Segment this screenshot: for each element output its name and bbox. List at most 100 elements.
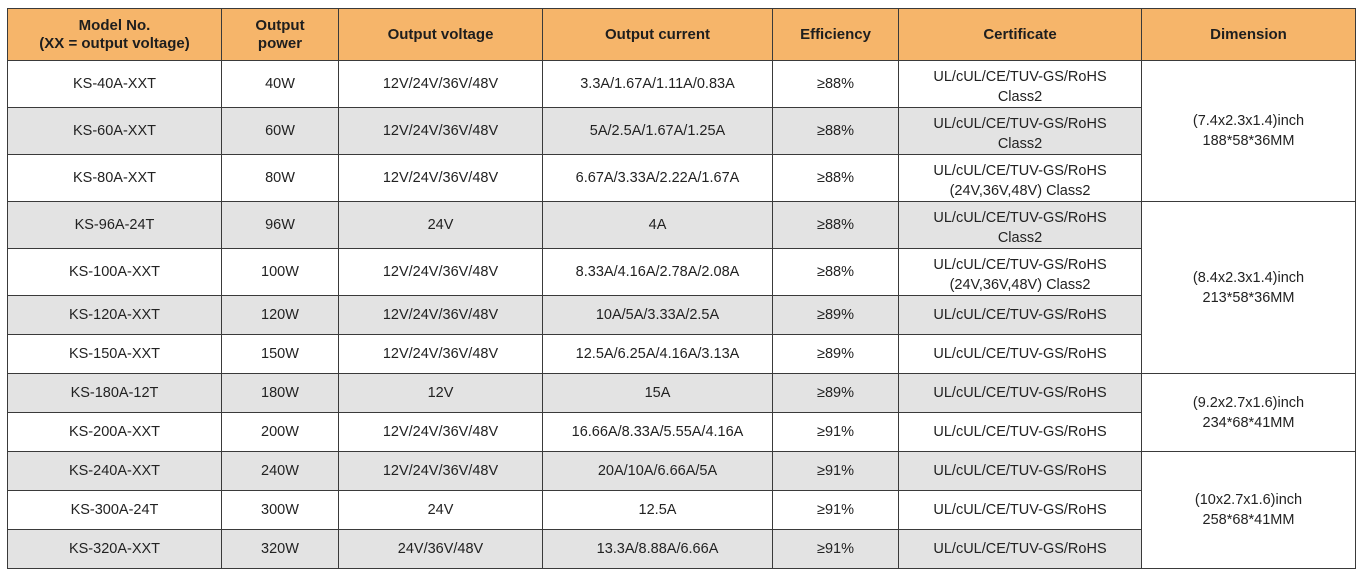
certificate-line2: (24V,36V,48V) Class2 [949,277,1091,293]
table-row: KS-100A-XXT 100W 12V/24V/36V/48V 8.33A/4.16… [7,248,1356,296]
cell-current: 20A/10A/6.66A/5A [542,451,773,491]
header-power-line2: power [257,34,303,52]
header-power: Output power [221,8,339,61]
cell-model: KS-240A-XXT [7,451,222,491]
dimension-mm: 213*58*36MM [1202,289,1295,306]
cell-model: KS-40A-XXT [7,60,222,108]
cell-certificate: UL/cUL/CE/TUV-GS/RoHS [898,529,1142,569]
cell-certificate: UL/cUL/CE/TUV-GS/RoHS Class2 [898,201,1142,249]
header-dimension: Dimension [1141,8,1356,61]
cell-current: 13.3A/8.88A/6.66A [542,529,773,569]
cell-model: KS-96A-24T [7,201,222,249]
certificate-line1: UL/cUL/CE/TUV-GS/RoHS [933,163,1107,179]
dimension-mm: 258*68*41MM [1202,512,1295,528]
cell-certificate: UL/cUL/CE/TUV-GS/RoHS [898,334,1142,374]
certificate-text: UL/cUL/CE/TUV-GS/RoHS (24V,36V,48V) Class… [899,255,1141,295]
header-power-line1: Output [255,16,305,34]
cell-efficiency: ≥88% [772,60,899,108]
cell-power: 300W [221,490,339,530]
cell-model: KS-80A-XXT [7,154,222,202]
table-row: KS-96A-24T 96W 24V 4A ≥88% UL/cUL/CE/TUV-GS/R… [7,201,1356,374]
cell-efficiency: ≥89% [772,334,899,374]
cell-power: 80W [221,154,339,202]
cell-current: 6.67A/3.33A/2.22A/1.67A [542,154,773,202]
cell-current: 10A/5A/3.33A/2.5A [542,295,773,335]
certificate-line1: UL/cUL/CE/TUV-GS/RoHS [933,423,1107,440]
cell-voltage: 12V [338,373,543,413]
cell-certificate: UL/cUL/CE/TUV-GS/RoHS (24V,36V,48V) Class… [898,154,1142,202]
certificate-line1: UL/cUL/CE/TUV-GS/RoHS [933,210,1107,226]
certificate-text: UL/cUL/CE/TUV-GS/RoHS Class2 [899,114,1141,154]
certificate-line1: UL/cUL/CE/TUV-GS/RoHS [933,69,1107,85]
cell-model: KS-100A-XXT [7,248,222,296]
cell-power: 320W [221,529,339,569]
cell-certificate: UL/cUL/CE/TUV-GS/RoHS [898,412,1142,452]
cell-efficiency: ≥91% [772,451,899,491]
cell-voltage: 12V/24V/36V/48V [338,334,543,374]
cell-power: 60W [221,107,339,155]
cell-model: KS-200A-XXT [7,412,222,452]
cell-model: KS-320A-XXT [7,529,222,569]
cell-model: KS-60A-XXT [7,107,222,155]
table-row: KS-40A-XXT 40W 12V/24V/36V/48V 3.3A/1.67A/1… [7,60,1356,202]
cell-power: 100W [221,248,339,296]
cell-current: 5A/2.5A/1.67A/1.25A [542,107,773,155]
cell-power: 240W [221,451,339,491]
cell-certificate: UL/cUL/CE/TUV-GS/RoHS Class2 [898,60,1142,108]
certificate-line1: UL/cUL/CE/TUV-GS/RoHS [933,462,1107,479]
cell-certificate: UL/cUL/CE/TUV-GS/RoHS [898,373,1142,413]
table-row: KS-150A-XXT 150W 12V/24V/36V/48V 12.5A/6.25… [7,334,1356,374]
cell-efficiency: ≥89% [772,295,899,335]
cell-current: 15A [542,373,773,413]
dimension-inch: (8.4x2.3x1.4)inch [1192,269,1305,286]
certificate-text: UL/cUL/CE/TUV-GS/RoHS (24V,36V,48V) Class… [899,161,1141,201]
cell-efficiency: ≥88% [772,248,899,296]
cell-power: 40W [221,60,339,108]
cell-power: 150W [221,334,339,374]
cell-voltage: 12V/24V/36V/48V [338,248,543,296]
certificate-line2: Class2 [997,136,1043,152]
cell-voltage: 12V/24V/36V/48V [338,107,543,155]
header-voltage: Output voltage [338,8,543,61]
header-row: Model No. (XX = output voltage) Output pow… [7,8,1356,61]
cell-certificate: UL/cUL/CE/TUV-GS/RoHS [898,295,1142,335]
header-model-line1: Model No. [78,16,151,34]
table-row: KS-120A-XXT 120W 12V/24V/36V/48V 10A/5A/3.3… [7,295,1356,335]
cell-dimension: (9.2x2.7x1.6)inch 234*68*41MM [1141,373,1356,452]
table-row: KS-240A-XXT 240W 12V/24V/36V/48V 20A/10A/6.… [7,451,1356,569]
certificate-line2: Class2 [997,230,1043,246]
header-model: Model No. (XX = output voltage) [7,8,222,61]
cell-voltage: 12V/24V/36V/48V [338,60,543,108]
cell-voltage: 12V/24V/36V/48V [338,154,543,202]
cell-efficiency: ≥88% [772,201,899,249]
cell-model: KS-150A-XXT [7,334,222,374]
certificate-line1: UL/cUL/CE/TUV-GS/RoHS [933,116,1107,132]
table-row: KS-180A-12T 180W 12V 15A ≥89% UL/cUL/CE/TUV-G… [7,373,1356,452]
cell-certificate: UL/cUL/CE/TUV-GS/RoHS [898,490,1142,530]
certificate-line1: UL/cUL/CE/TUV-GS/RoHS [933,501,1107,518]
cell-efficiency: ≥91% [772,529,899,569]
dimension-inch: (10x2.7x1.6)inch [1194,492,1303,508]
table-row: KS-60A-XXT 60W 12V/24V/36V/48V 5A/2.5A/1.67… [7,107,1356,155]
cell-voltage: 12V/24V/36V/48V [338,295,543,335]
dimension-mm: 234*68*41MM [1202,414,1295,431]
header-current: Output current [542,8,773,61]
cell-voltage: 12V/24V/36V/48V [338,412,543,452]
cell-voltage: 24V/36V/48V [338,529,543,569]
cell-model: KS-300A-24T [7,490,222,530]
cell-current: 4A [542,201,773,249]
cell-current: 12.5A [542,490,773,530]
certificate-line1: UL/cUL/CE/TUV-GS/RoHS [933,384,1107,401]
dimension-inch: (9.2x2.7x1.6)inch [1192,394,1305,411]
cell-efficiency: ≥88% [772,154,899,202]
certificate-line1: UL/cUL/CE/TUV-GS/RoHS [933,345,1107,362]
cell-certificate: UL/cUL/CE/TUV-GS/RoHS [898,451,1142,491]
cell-dimension: (7.4x2.3x1.4)inch 188*58*36MM [1141,60,1356,202]
cell-power: 180W [221,373,339,413]
cell-dimension: (10x2.7x1.6)inch 258*68*41MM [1141,451,1356,569]
cell-voltage: 12V/24V/36V/48V [338,451,543,491]
cell-current: 16.66A/8.33A/5.55A/4.16A [542,412,773,452]
cell-efficiency: ≥88% [772,107,899,155]
certificate-line1: UL/cUL/CE/TUV-GS/RoHS [933,540,1107,557]
cell-certificate: UL/cUL/CE/TUV-GS/RoHS (24V,36V,48V) Class… [898,248,1142,296]
